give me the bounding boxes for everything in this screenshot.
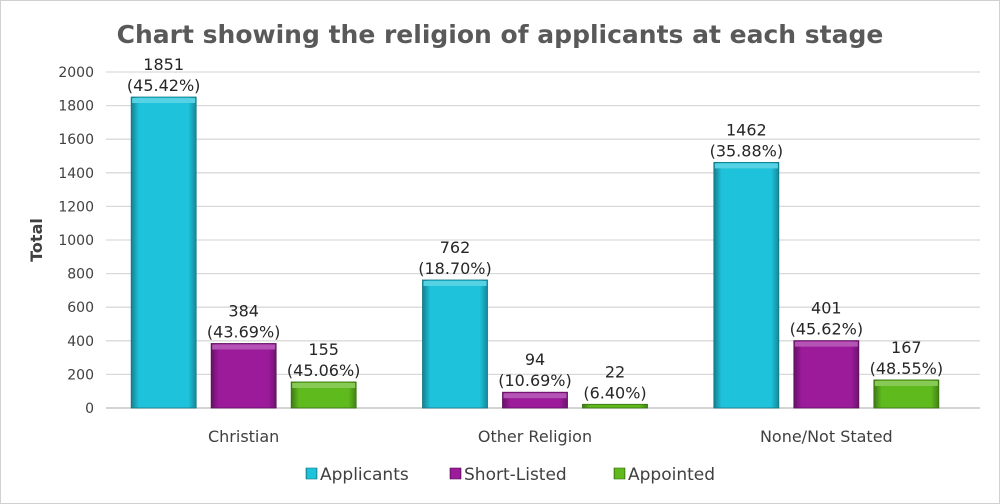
bar-applicants-none-not-stated: [713, 161, 780, 409]
y-tick-label: 0: [85, 401, 94, 417]
data-label-percent: (43.69%): [207, 322, 281, 341]
data-label-value: 384: [228, 301, 259, 320]
data-label-value: 155: [308, 340, 339, 359]
data-label-percent: (48.55%): [870, 359, 944, 378]
bar-short-listed-christian: [210, 343, 277, 409]
legend-swatch: [613, 467, 626, 480]
bar-appointed-other-religion: [582, 403, 648, 409]
data-label-value: 1851: [143, 55, 184, 74]
data-label-percent: (45.42%): [127, 76, 201, 95]
bar-bevel: [212, 344, 276, 350]
data-label-value: 762: [440, 238, 471, 257]
data-label-percent: (45.62%): [790, 320, 864, 339]
data-label-percent: (10.69%): [498, 371, 572, 390]
bar-applicants-christian: [130, 96, 197, 409]
y-tick-label: 1600: [58, 132, 94, 148]
y-tick-label: 200: [67, 367, 94, 383]
y-tick-label: 400: [67, 334, 94, 350]
y-tick-label: 1800: [58, 99, 94, 115]
bar-bevel: [423, 280, 487, 286]
legend-swatch: [449, 467, 462, 480]
legend-label: Short-Listed: [464, 465, 567, 485]
bar-applicants-other-religion: [422, 279, 488, 409]
data-label-percent: (6.40%): [583, 383, 646, 402]
y-axis-label: Total: [27, 218, 46, 262]
data-label-percent: (18.70%): [418, 259, 492, 278]
legend-swatch: [305, 467, 318, 480]
bar-bevel: [132, 98, 196, 104]
x-tick-label: None/Not Stated: [760, 427, 893, 446]
x-tick-label: Christian: [208, 427, 279, 446]
data-label-value: 1462: [726, 120, 767, 139]
y-tick-label: 2000: [58, 65, 94, 81]
bar-bevel: [503, 393, 567, 399]
y-tick-label: 1200: [58, 199, 94, 215]
legend-label: Applicants: [320, 465, 409, 485]
chart-title: Chart showing the religion of applicants…: [117, 20, 884, 49]
legend-label: Appointed: [628, 465, 715, 485]
bar-short-listed-none-not-stated: [793, 340, 860, 409]
data-label-percent: (45.06%): [287, 361, 361, 380]
data-label-value: 167: [891, 338, 922, 357]
y-tick-label: 1400: [58, 166, 94, 182]
data-label-percent: (35.88%): [710, 141, 784, 160]
data-label-value: 22: [605, 362, 625, 381]
bar-bevel: [794, 341, 858, 347]
x-tick-label: Other Religion: [478, 427, 592, 446]
data-label-value: 401: [811, 299, 842, 318]
bar-bevel: [874, 380, 938, 386]
y-tick-label: 800: [67, 267, 94, 283]
y-tick-label: 600: [67, 300, 94, 316]
data-label-value: 94: [525, 350, 545, 369]
bar-bevel: [714, 163, 778, 169]
bar-bevel: [292, 382, 356, 388]
y-tick-label: 1000: [58, 233, 94, 249]
